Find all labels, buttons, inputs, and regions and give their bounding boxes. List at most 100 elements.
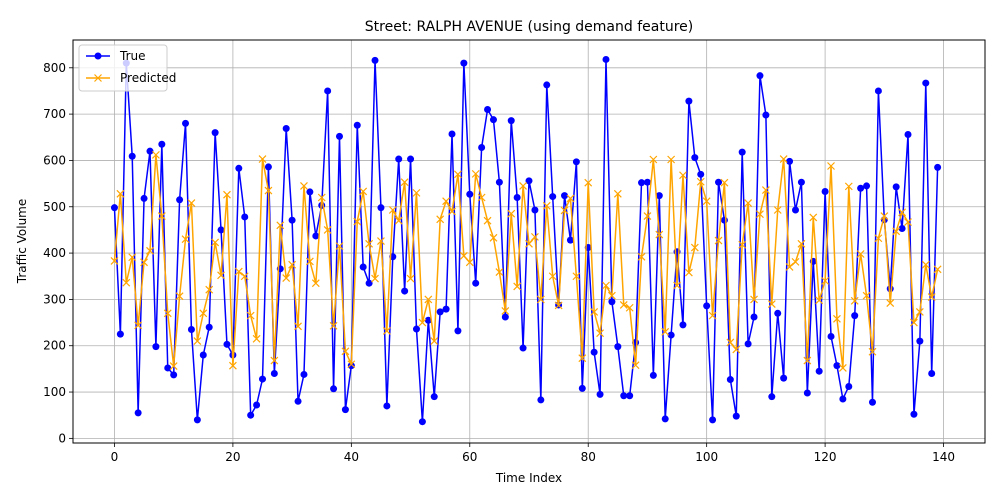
data-point-true	[193, 416, 201, 424]
data-point-predicted	[578, 354, 587, 363]
data-point-predicted	[838, 364, 847, 372]
y-tick-label: 400	[43, 246, 66, 260]
data-point-predicted	[406, 274, 415, 283]
legend: True Predicted	[78, 44, 176, 92]
legend-label-predicted: Predicted	[120, 71, 176, 85]
x-tick-label: 140	[932, 450, 955, 464]
y-tick-label: 100	[43, 385, 66, 399]
data-point-predicted	[424, 295, 433, 304]
data-point-true	[489, 116, 497, 124]
data-point-predicted	[412, 188, 421, 197]
data-point-predicted	[655, 230, 664, 239]
data-point-predicted	[815, 296, 824, 305]
data-point-true	[158, 140, 166, 148]
data-point-predicted	[305, 257, 314, 266]
data-point-predicted	[643, 212, 652, 220]
data-point-predicted	[791, 257, 800, 266]
data-point-predicted	[181, 235, 190, 244]
x-tick-label: 20	[225, 450, 240, 464]
data-point-predicted	[750, 295, 758, 304]
data-point-true	[264, 163, 272, 171]
y-axis-label: Traffic Volume	[15, 199, 29, 285]
data-point-true	[697, 170, 705, 178]
data-point-predicted	[886, 299, 895, 308]
data-point-predicted	[862, 291, 871, 300]
y-tick-label: 800	[43, 61, 66, 75]
y-tick-label: 300	[43, 292, 66, 306]
data-point-predicted	[572, 272, 581, 281]
data-point-true	[868, 398, 876, 406]
data-point-true	[649, 371, 657, 379]
data-point-predicted	[459, 251, 468, 260]
data-point-true	[182, 119, 190, 127]
data-point-predicted	[418, 318, 427, 327]
data-point-true	[247, 411, 255, 419]
data-point-predicted	[146, 246, 154, 255]
data-point-predicted	[637, 252, 646, 261]
data-point-true	[460, 59, 468, 67]
data-point-true	[863, 182, 871, 190]
data-point-predicted	[477, 193, 486, 202]
data-point-true	[395, 155, 403, 163]
data-point-predicted	[223, 190, 231, 199]
data-point-true	[294, 397, 302, 405]
data-point-predicted	[530, 232, 539, 241]
data-point-true	[732, 412, 740, 420]
data-point-true	[371, 56, 379, 64]
data-point-true	[170, 371, 178, 379]
data-point-true	[383, 402, 391, 410]
data-point-predicted	[708, 311, 717, 320]
data-point-true	[347, 362, 355, 370]
data-point-predicted	[365, 239, 374, 248]
data-point-true	[797, 178, 805, 186]
data-point-true	[590, 348, 598, 356]
data-point-true	[478, 143, 486, 151]
data-point-true	[531, 206, 539, 214]
data-point-predicted	[732, 345, 741, 354]
data-point-true	[407, 155, 415, 163]
data-point-predicted	[661, 327, 670, 336]
data-point-predicted	[566, 194, 575, 203]
data-point-predicted	[904, 218, 912, 226]
data-point-predicted	[448, 207, 456, 216]
data-point-true	[839, 395, 847, 403]
data-point-predicted	[673, 281, 681, 290]
data-point-predicted	[607, 291, 616, 300]
data-point-predicted	[258, 155, 267, 163]
data-point-true	[691, 154, 699, 162]
data-point-true	[768, 393, 776, 401]
x-tick-label: 120	[814, 450, 837, 464]
data-point-true	[223, 340, 231, 348]
data-point-true	[934, 163, 942, 171]
data-point-predicted	[252, 334, 261, 343]
data-point-true	[566, 236, 574, 244]
data-point-true	[738, 148, 746, 156]
data-point-true	[324, 87, 332, 95]
series-line-predicted	[113, 154, 939, 369]
data-point-predicted	[294, 322, 302, 331]
data-point-true	[359, 263, 367, 271]
data-point-predicted	[436, 215, 445, 224]
data-point-true	[525, 177, 533, 185]
data-point-true	[116, 330, 124, 338]
data-point-predicted	[454, 170, 462, 179]
data-point-predicted	[187, 199, 196, 207]
data-point-predicted	[128, 253, 137, 262]
data-point-predicted	[175, 292, 184, 301]
data-point-true	[791, 206, 799, 214]
data-point-predicted	[282, 274, 291, 283]
x-tick-label: 100	[695, 450, 718, 464]
data-point-predicted	[933, 265, 942, 274]
data-point-true	[211, 129, 219, 137]
data-point-true	[537, 396, 545, 404]
data-point-true	[430, 393, 438, 401]
data-point-true	[365, 279, 373, 287]
data-point-predicted	[827, 162, 835, 170]
data-point-predicted	[347, 360, 356, 369]
data-point-true	[128, 152, 136, 160]
data-point-true	[424, 316, 432, 324]
data-point-predicted	[892, 227, 901, 236]
data-point-true	[774, 309, 782, 317]
data-point-true	[353, 121, 361, 129]
data-point-predicted	[548, 272, 557, 281]
